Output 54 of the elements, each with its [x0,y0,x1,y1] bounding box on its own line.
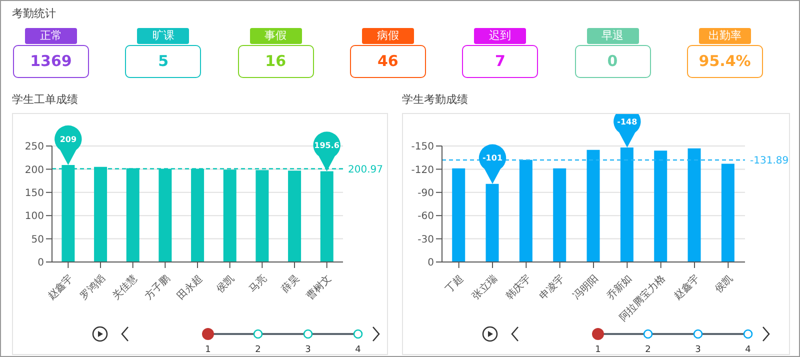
y-tick-label: -150 [411,142,434,153]
category-label: 迟到 [474,28,526,44]
category-label: 旷课 [137,28,190,44]
category-label: 出勤率 [698,28,751,44]
data-label: 46 [350,45,426,78]
annotation: -101 [482,154,503,163]
annotation: 209 [60,134,77,144]
x-tick-label: 张立瑞 [470,272,500,302]
category-label: 早退 [586,28,638,44]
x-tick-label: 申凌宇 [537,272,567,302]
x-tick-label: 马亮 [246,272,270,296]
x-tick-label: 曹树文 [304,272,334,302]
x-tick-label: 田永超 [174,272,205,302]
data-label: 1369 [13,45,89,78]
timeline-slider: 1 2 3 4 [83,324,383,355]
x-tick-label: 薛昊 [278,272,302,296]
y-tick-label: 250 [24,142,44,153]
data-label: 5 [125,45,202,78]
x-tick-label: 韩庆宇 [504,272,534,302]
data-label: 16 [238,45,314,78]
annotation: 195.6 [314,141,340,150]
data-label: 0 [574,45,650,78]
x-tick-label: 赵鑫宇 [672,272,702,302]
x-tick-label: 侯凯 [214,272,237,296]
x-tick-label: 方子鹏 [142,272,172,302]
y-tick-label: 100 [24,211,44,222]
y-tick-label: -90 [418,188,434,199]
category-label: 事假 [250,28,302,44]
timeline-slider: 1 2 3 4 [473,324,773,355]
y-tick-label: -120 [411,164,434,176]
x-tick-label: 关佳慧 [110,272,140,302]
y-tick-label: 0 [38,258,44,269]
chart-title: 学生工单成绩 [12,92,78,107]
text: 考勤统计 [12,6,56,21]
ref-line-label: 200.97 [348,164,383,176]
annotation: -148 [617,117,638,126]
ref-line-label: -131.89 [750,156,789,167]
x-tick-label: 乔新如 [604,272,634,302]
y-tick-label: 0 [428,258,434,269]
category-label: 正常 [25,28,77,44]
x-tick-label: 丁超 [443,272,466,296]
y-tick-label: 200 [24,164,44,176]
chart-title: 学生考勤成绩 [402,92,468,107]
x-tick-label: 罗鸿韬 [78,272,108,302]
category-label: 病假 [362,28,414,44]
y-tick-label: -30 [418,234,434,246]
x-tick-label: 冯明阳 [570,272,601,302]
y-tick-label: 50 [31,234,44,246]
y-tick-label: 150 [24,188,44,199]
data-label: 7 [462,45,538,78]
y-tick-label: -60 [418,211,434,222]
data-label: 95.4% [686,45,763,78]
x-tick-label: 赵鑫宇 [46,272,76,302]
x-tick-label: 侯凯 [712,272,736,296]
